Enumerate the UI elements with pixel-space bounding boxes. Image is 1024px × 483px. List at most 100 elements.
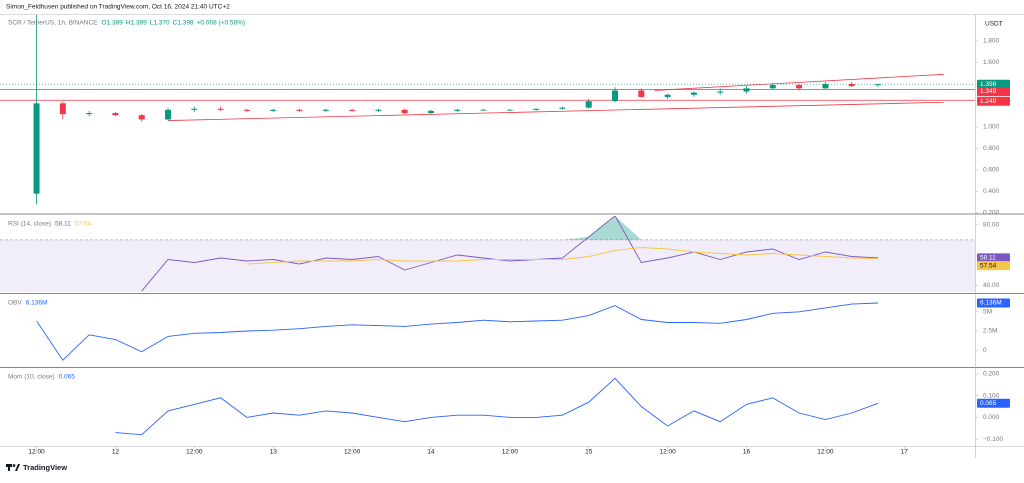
candle-body: [33, 103, 40, 194]
price-tag: [977, 261, 1010, 271]
y-tick-label: 0.000: [983, 414, 1000, 421]
plot-area: [115, 377, 879, 436]
candle-body: [375, 109, 382, 111]
y-tick-label: 1.000: [983, 124, 1000, 131]
x-tick-label: 12:00: [186, 449, 203, 456]
y-tick-label: 0.200: [983, 371, 1000, 378]
y-tick-label: 80.00: [983, 222, 1000, 229]
candle-body: [717, 91, 724, 93]
price-tag: [977, 298, 1010, 308]
candle-body: [638, 90, 645, 97]
x-tick-label: 12: [112, 449, 120, 456]
candle-body: [559, 107, 566, 109]
indicator-title: OBV: [8, 300, 22, 307]
indicator-title: Mom (10, close): [8, 374, 55, 381]
plot-area: [0, 216, 975, 292]
indicator-value: 58.11: [55, 221, 71, 228]
indicator-line: [141, 216, 879, 292]
y-tick-label: 5M: [983, 308, 992, 315]
candle-body: [769, 85, 776, 89]
candle-body: [743, 88, 750, 92]
x-tick-label: 12:00: [344, 449, 361, 456]
candle-body: [533, 108, 540, 110]
x-tick-label: 17: [901, 449, 909, 456]
footer-bar: [0, 458, 1024, 478]
symbol-title: SCR / TetherUS, 1h, BINANCE: [8, 20, 98, 27]
candle-body: [59, 103, 66, 115]
candle-body: [796, 85, 803, 89]
plot-area: [0, 15, 975, 205]
candle-body: [86, 113, 93, 115]
y-tick-label: 0: [983, 347, 987, 354]
ohlc-value: H1.399: [126, 20, 147, 27]
y-tick-label: 0.800: [983, 145, 1000, 152]
indicator-line: [36, 302, 879, 361]
price-tag-label: 57.54: [980, 262, 997, 269]
header-text: Simon_Feldhusen published on TradingView…: [6, 4, 230, 11]
candle-body: [822, 84, 829, 89]
plot-area: [36, 302, 879, 361]
channel-line: [168, 101, 944, 121]
y-tick-label: 40.00: [983, 282, 1000, 289]
indicator-title: RSI (14, close): [8, 221, 51, 228]
candle-body: [243, 109, 250, 111]
candle-body: [664, 94, 671, 97]
price-tag-label: 1.249: [980, 98, 997, 105]
x-tick-label: 16: [743, 449, 751, 456]
indicator-value: 0.065: [59, 374, 76, 381]
y-tick-label: 0.400: [983, 188, 1000, 195]
price-tag: [977, 253, 1010, 263]
tv-logo: [6, 464, 20, 471]
ohlc-value: C1.398: [173, 20, 194, 27]
price-tag: [977, 86, 1010, 96]
x-tick-label: 12:00: [659, 449, 676, 456]
currency: USDT: [985, 21, 1003, 28]
y-tick-label: 0.100: [983, 392, 1000, 399]
candle-body: [848, 84, 855, 87]
candle-body: [165, 109, 172, 120]
indicator-value: 57.54: [75, 221, 92, 228]
price-tag-label: 0.065: [980, 400, 997, 407]
channel-line: [654, 73, 944, 91]
price-tag-label: 6.136M: [980, 300, 1002, 307]
ohlc-value: L1.370: [150, 20, 170, 27]
indicator-value: 6.136M: [26, 300, 48, 307]
candle-body: [874, 84, 881, 86]
price-tag-label: 1.349: [980, 88, 997, 95]
price-tag-label: 1.398: [980, 81, 997, 88]
y-tick-label: 1.600: [983, 59, 1000, 66]
candle-body: [217, 108, 224, 110]
x-tick-label: 14: [427, 449, 435, 456]
candle-body: [270, 109, 277, 111]
candle-body: [480, 109, 487, 111]
candle-body: [112, 113, 119, 116]
candle-body: [612, 90, 619, 102]
y-tick-label: 0.600: [983, 167, 1000, 174]
x-tick-label: 12:00: [502, 449, 519, 456]
x-tick-label: 12:00: [817, 449, 834, 456]
candle-body: [427, 110, 434, 114]
footer-brand: TradingView: [23, 463, 67, 472]
candle-body: [349, 109, 356, 111]
candle-body: [690, 92, 697, 95]
y-tick-label: 0.200: [983, 210, 1000, 217]
price-tag: [977, 96, 1010, 106]
x-tick-label: 12:00: [28, 449, 45, 456]
candle-body: [401, 109, 408, 114]
candle-body: [322, 109, 329, 111]
rsi-band: [0, 239, 975, 292]
ohlc-value: +0.008 (+0.58%): [197, 20, 245, 27]
x-tick-label: 15: [585, 449, 593, 456]
x-tick-label: 13: [270, 449, 278, 456]
price-tag-label: 58.11: [980, 255, 996, 262]
ohlc-value: O1.389: [101, 20, 123, 27]
y-tick-label: 2.5M: [983, 328, 997, 335]
y-tick-label: −0.100: [983, 436, 1003, 443]
candle-body: [506, 109, 513, 111]
candle-body: [454, 109, 461, 111]
y-tick-label: 1.800: [983, 38, 1000, 45]
candle-body: [191, 108, 198, 110]
candle-body: [585, 101, 592, 108]
